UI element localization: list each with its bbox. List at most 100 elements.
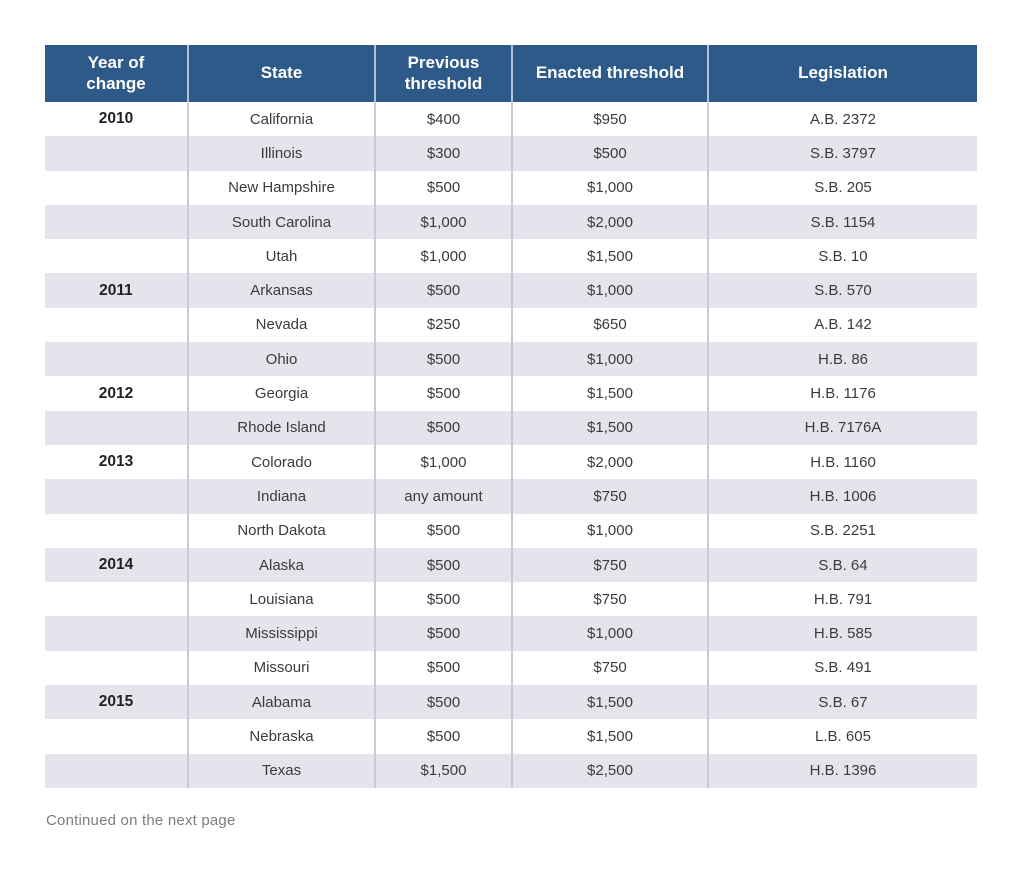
cell-state: Nevada xyxy=(187,307,375,343)
cell-enacted: $2,500 xyxy=(511,753,708,788)
cell-previous: $1,000 xyxy=(374,204,512,240)
cell-previous: $500 xyxy=(374,616,512,651)
cell-state: Louisiana xyxy=(187,582,375,617)
column-header-legislation-label: Legislation xyxy=(798,63,888,83)
cell-legislation: H.B. 7176A xyxy=(707,410,977,445)
cell-previous: $500 xyxy=(374,273,512,308)
table-row: Nebraska $500 $1,500 L.B. 605 xyxy=(45,719,977,754)
cell-year xyxy=(45,719,188,754)
cell-enacted: $1,000 xyxy=(511,616,708,651)
cell-previous: $500 xyxy=(374,513,512,548)
table-row: Rhode Island $500 $1,500 H.B. 7176A xyxy=(45,410,977,445)
table-row: Ohio $500 $1,000 H.B. 86 xyxy=(45,342,977,377)
table-row: 2010 California $400 $950 A.B. 2372 xyxy=(45,102,977,137)
cell-previous: $300 xyxy=(374,136,512,171)
cell-legislation: S.B. 3797 xyxy=(707,136,977,171)
column-header-state-label: State xyxy=(260,63,303,83)
cell-enacted: $500 xyxy=(511,136,708,171)
cell-enacted: $1,500 xyxy=(511,376,708,411)
cell-year xyxy=(45,650,188,686)
cell-state: Alabama xyxy=(187,685,375,720)
cell-year xyxy=(45,239,188,274)
cell-enacted: $1,500 xyxy=(511,719,708,754)
cell-legislation: S.B. 2251 xyxy=(707,513,977,548)
cell-legislation: L.B. 605 xyxy=(707,719,977,754)
table-row: Mississippi $500 $1,000 H.B. 585 xyxy=(45,616,977,651)
table-row: Louisiana $500 $750 H.B. 791 xyxy=(45,582,977,617)
cell-legislation: S.B. 10 xyxy=(707,239,977,274)
continued-note: Continued on the next page xyxy=(46,812,236,829)
table-row: Nevada $250 $650 A.B. 142 xyxy=(45,307,977,343)
table-row: 2011 Arkansas $500 $1,000 S.B. 570 xyxy=(45,273,977,308)
cell-state: Indiana xyxy=(187,479,375,514)
cell-legislation: S.B. 1154 xyxy=(707,204,977,240)
table-row: Indiana any amount $750 H.B. 1006 xyxy=(45,479,977,514)
cell-year: 2013 xyxy=(45,444,188,480)
table-row: Utah $1,000 $1,500 S.B. 10 xyxy=(45,239,977,274)
cell-previous: $1,000 xyxy=(374,239,512,274)
table-row: Texas $1,500 $2,500 H.B. 1396 xyxy=(45,753,977,788)
cell-year xyxy=(45,479,188,514)
cell-legislation: S.B. 205 xyxy=(707,170,977,205)
cell-previous: $1,500 xyxy=(374,753,512,788)
cell-previous: $250 xyxy=(374,307,512,343)
cell-previous: $500 xyxy=(374,410,512,445)
cell-legislation: H.B. 791 xyxy=(707,582,977,617)
cell-year xyxy=(45,170,188,205)
cell-year: 2011 xyxy=(45,273,188,308)
threshold-table: Year of change State Previous threshold … xyxy=(45,45,977,788)
cell-state: California xyxy=(187,102,375,137)
cell-previous: $500 xyxy=(374,376,512,411)
cell-legislation: S.B. 64 xyxy=(707,547,977,583)
cell-legislation: S.B. 491 xyxy=(707,650,977,686)
cell-enacted: $1,500 xyxy=(511,239,708,274)
table-row: 2013 Colorado $1,000 $2,000 H.B. 1160 xyxy=(45,444,977,480)
cell-enacted: $650 xyxy=(511,307,708,343)
cell-state: Missouri xyxy=(187,650,375,686)
cell-state: Georgia xyxy=(187,376,375,411)
table-row: South Carolina $1,000 $2,000 S.B. 1154 xyxy=(45,204,977,240)
cell-year xyxy=(45,204,188,240)
cell-year: 2010 xyxy=(45,102,188,137)
cell-year xyxy=(45,136,188,171)
cell-previous: $500 xyxy=(374,685,512,720)
cell-state: South Carolina xyxy=(187,204,375,240)
table-row: New Hampshire $500 $1,000 S.B. 205 xyxy=(45,170,977,205)
table-row: Illinois $300 $500 S.B. 3797 xyxy=(45,136,977,171)
cell-previous: any amount xyxy=(374,479,512,514)
cell-state: Arkansas xyxy=(187,273,375,308)
cell-previous: $500 xyxy=(374,170,512,205)
cell-legislation: A.B. 2372 xyxy=(707,102,977,137)
header-row: Year of change State Previous threshold … xyxy=(45,45,977,102)
cell-enacted: $1,000 xyxy=(511,342,708,377)
cell-state: Texas xyxy=(187,753,375,788)
cell-state: New Hampshire xyxy=(187,170,375,205)
cell-previous: $500 xyxy=(374,582,512,617)
cell-year xyxy=(45,616,188,651)
cell-legislation: S.B. 570 xyxy=(707,273,977,308)
table-row: 2015 Alabama $500 $1,500 S.B. 67 xyxy=(45,685,977,720)
cell-legislation: H.B. 1006 xyxy=(707,479,977,514)
column-header-previous-threshold-label: Previous threshold xyxy=(404,52,483,93)
cell-legislation: A.B. 142 xyxy=(707,307,977,343)
cell-legislation: H.B. 1176 xyxy=(707,376,977,411)
cell-previous: $1,000 xyxy=(374,444,512,480)
cell-year xyxy=(45,582,188,617)
cell-state: Mississippi xyxy=(187,616,375,651)
cell-enacted: $1,000 xyxy=(511,273,708,308)
cell-state: Nebraska xyxy=(187,719,375,754)
table-row: North Dakota $500 $1,000 S.B. 2251 xyxy=(45,513,977,548)
table-body: 2010 California $400 $950 A.B. 2372 Illinois $… xyxy=(45,102,977,788)
table-row: Missouri $500 $750 S.B. 491 xyxy=(45,650,977,686)
cell-year xyxy=(45,342,188,377)
cell-year xyxy=(45,513,188,548)
cell-legislation: S.B. 67 xyxy=(707,685,977,720)
column-header-year-label: Year of change xyxy=(86,52,146,93)
cell-legislation: H.B. 1396 xyxy=(707,753,977,788)
cell-enacted: $950 xyxy=(511,102,708,137)
cell-year xyxy=(45,753,188,788)
cell-previous: $500 xyxy=(374,342,512,377)
cell-enacted: $750 xyxy=(511,650,708,686)
column-header-previous-threshold: Previous threshold xyxy=(374,45,512,102)
